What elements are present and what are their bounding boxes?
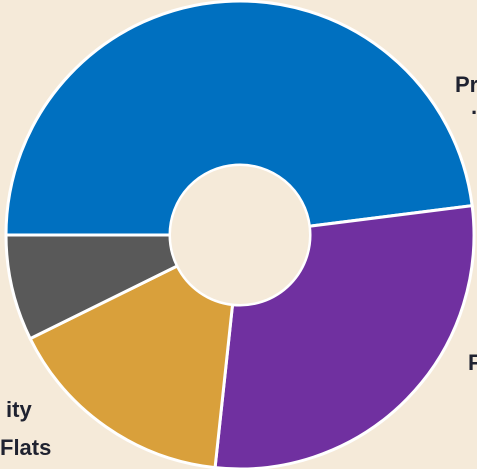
label-slice-purple: F bbox=[468, 350, 477, 375]
slice-3 bbox=[4, 233, 180, 341]
slice-1 bbox=[213, 203, 476, 469]
label-slice-blue: Pr bbox=[455, 72, 477, 97]
slice-2 bbox=[28, 263, 235, 469]
slice-0 bbox=[4, 0, 474, 237]
donut-hole bbox=[171, 166, 309, 304]
label-slice-blue-dot: · bbox=[471, 100, 477, 126]
label-slice-gold-line1: ity bbox=[6, 397, 32, 422]
label-slice-gold-line2: Flats bbox=[0, 435, 52, 460]
